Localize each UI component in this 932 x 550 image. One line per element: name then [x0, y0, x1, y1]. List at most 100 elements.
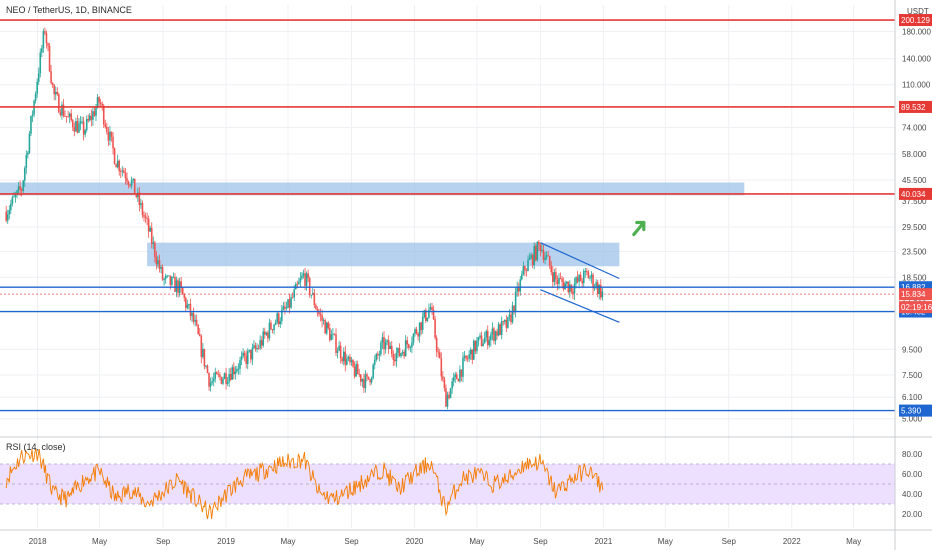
candle-body	[164, 275, 167, 280]
candle-body	[225, 373, 227, 384]
x-tick-label: Sep	[722, 537, 737, 546]
candle-body	[315, 305, 317, 310]
candle-body	[104, 124, 107, 127]
candle-body	[185, 297, 187, 308]
support-label: 5.390	[899, 404, 932, 417]
candle-body	[50, 71, 52, 84]
candle-body	[231, 367, 234, 380]
x-tick-label: May	[846, 537, 861, 546]
candle-body	[533, 246, 536, 266]
candle-body	[31, 114, 34, 117]
rsi-panel	[0, 448, 895, 520]
candle-body	[41, 48, 43, 53]
candle-body	[454, 374, 457, 377]
candle-body	[582, 271, 585, 284]
candle-body	[390, 345, 393, 354]
candle-body	[28, 133, 31, 153]
candle-body	[92, 111, 94, 120]
candle-body	[56, 91, 59, 95]
candle-body	[452, 376, 455, 382]
candle-body	[355, 363, 357, 377]
candle-body	[308, 278, 311, 295]
candle-body	[494, 331, 497, 341]
candle-body	[302, 273, 305, 276]
candle-body	[403, 351, 405, 357]
candle-body	[126, 178, 128, 182]
support-label-text: 5.390	[901, 407, 922, 416]
candle-body	[93, 111, 96, 116]
candle-body	[79, 121, 82, 124]
candle-body	[219, 374, 221, 378]
candle-body	[429, 307, 432, 310]
candle-body	[291, 297, 294, 299]
candle-body	[479, 335, 481, 337]
candle-body	[17, 186, 20, 191]
candle-body	[191, 312, 193, 317]
candle-body	[205, 365, 207, 367]
candles	[5, 27, 604, 410]
candle-body	[440, 358, 443, 377]
candle-body	[384, 342, 387, 350]
countdown-label-text: 02:19:16	[901, 303, 932, 312]
candle-body	[496, 331, 498, 336]
resistance-label-text: 200.129	[901, 16, 930, 25]
candle-body	[236, 368, 238, 372]
candle-body	[468, 354, 470, 359]
candle-body	[330, 334, 333, 341]
candle-body	[101, 103, 103, 106]
candle-body	[217, 374, 220, 375]
candle-body	[279, 321, 282, 325]
candle-body	[377, 353, 379, 356]
candle-body	[198, 333, 201, 337]
candle-body	[265, 332, 268, 335]
candle-body	[61, 104, 63, 116]
candle-body	[85, 119, 88, 131]
candle-body	[573, 283, 576, 294]
candle-body	[421, 316, 424, 330]
candle-body	[485, 330, 488, 338]
candle-body	[380, 342, 382, 355]
candle-body	[313, 292, 316, 306]
resistance-label-bg	[899, 187, 932, 200]
candle-body	[152, 242, 155, 244]
candle-body	[442, 376, 444, 380]
candle-body	[192, 312, 195, 322]
candle-body	[459, 369, 461, 382]
support-label-text: 16.882	[901, 283, 926, 292]
levels	[0, 19, 895, 412]
candle-body	[113, 148, 116, 165]
candle-body	[16, 190, 18, 195]
candle-body	[248, 349, 251, 352]
candle-body	[500, 321, 503, 335]
candle-body	[36, 81, 38, 94]
candle-body	[428, 309, 430, 318]
candle-body	[569, 284, 571, 293]
candle-body	[228, 373, 230, 382]
candle-body	[146, 218, 148, 219]
candle-body	[423, 310, 426, 317]
candle-body	[445, 388, 447, 407]
candle-body	[352, 359, 354, 367]
candle-body	[544, 257, 546, 261]
candle-body	[174, 276, 176, 292]
candle-body	[555, 272, 557, 280]
candle-body	[37, 73, 40, 82]
candle-body	[22, 180, 25, 191]
rsi-title: RSI (14, close)	[6, 442, 66, 452]
candle-body	[486, 330, 489, 346]
candle-body	[239, 360, 241, 369]
candle-body	[531, 254, 534, 266]
candle-body	[350, 359, 353, 363]
candle-body	[449, 388, 452, 399]
candle-body	[386, 340, 388, 343]
candle-body	[536, 241, 539, 261]
candle-body	[378, 354, 381, 356]
candle-body	[437, 351, 440, 353]
candle-body	[132, 178, 134, 181]
candle-body	[480, 335, 483, 347]
candle-body	[499, 324, 501, 335]
candle-body	[508, 314, 511, 317]
supply-zone	[147, 242, 620, 267]
candle-body	[20, 189, 23, 191]
